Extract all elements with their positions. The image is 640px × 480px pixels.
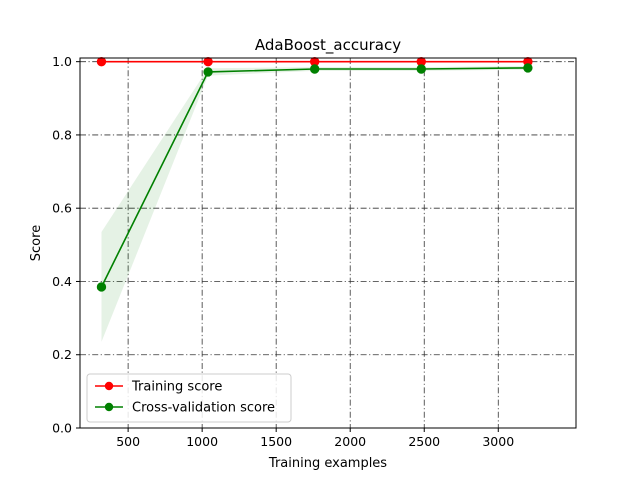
cross-validation-point	[309, 64, 320, 74]
x-tick-label: 2500	[408, 434, 440, 449]
legend: Training score Cross-validation score	[86, 373, 292, 423]
x-tick-label: 2000	[334, 434, 366, 449]
training-point	[96, 56, 107, 67]
axis-ticks: 500 1000 1500 2000 2500 3000 0.0 0.2 0.4 0.6 0.8 1.…	[52, 54, 514, 449]
y-tick-label: 0.2	[52, 347, 72, 362]
x-tick-label: 1000	[186, 434, 218, 449]
legend-marker-cross-validation	[104, 402, 114, 412]
cross-validation-point	[416, 64, 426, 74]
legend-box	[86, 373, 292, 423]
cross-validation-point	[523, 63, 533, 73]
y-tick-label: 0.4	[52, 274, 72, 289]
cross-validation-point	[96, 282, 107, 292]
legend-label-cross-validation: Cross-validation score	[132, 401, 275, 416]
y-axis-label: Score	[29, 225, 44, 261]
legend-marker-training	[104, 381, 114, 391]
y-tick-label: 1.0	[52, 54, 72, 69]
x-tick-label: 500	[116, 434, 140, 449]
x-tick-label: 3000	[482, 434, 514, 449]
cross-validation-point	[203, 67, 213, 77]
x-axis-label: Training examples	[268, 456, 387, 471]
x-tick-label: 1500	[260, 434, 292, 449]
plot-frame	[79, 57, 577, 429]
legend-label-training: Training score	[131, 380, 222, 395]
chart-title: AdaBoost_accuracy	[255, 36, 401, 55]
training-point	[203, 56, 213, 67]
y-tick-label: 0.0	[52, 421, 72, 436]
y-tick-label: 0.6	[52, 201, 72, 216]
series-lines	[96, 56, 533, 292]
y-tick-label: 0.8	[52, 127, 72, 142]
